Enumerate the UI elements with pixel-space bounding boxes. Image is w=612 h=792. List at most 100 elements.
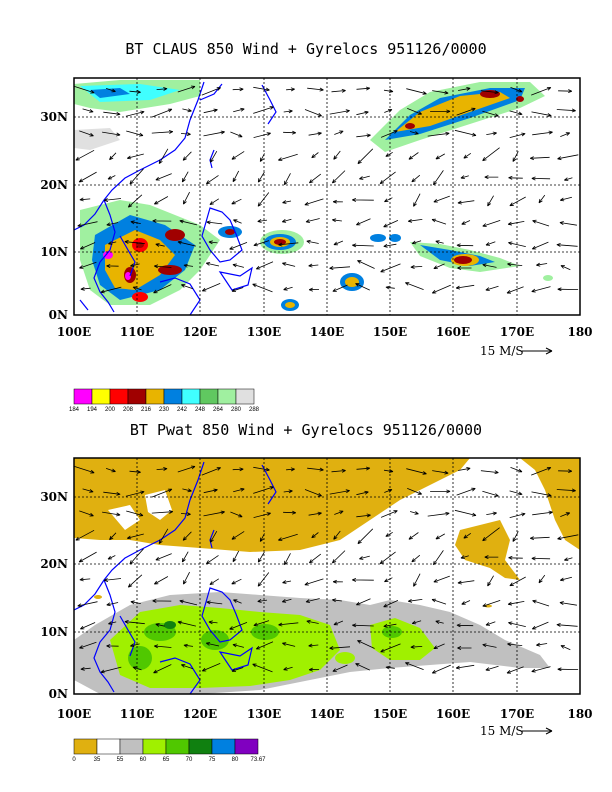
wind-arrow [331,88,346,93]
wind-arrow [79,130,94,137]
wind-arrow [127,574,143,588]
wind-arrow [480,90,499,95]
wind-arrow [203,130,225,137]
wind-arrow [155,243,165,247]
wind-arrow [482,600,501,607]
wind-arrow [485,665,499,671]
wind-arrow [304,109,322,117]
wind-arrow [74,86,95,94]
wind-arrow [531,621,549,630]
colorbar-swatch [217,388,237,405]
wind-arrow [556,243,578,247]
wind-arrow [107,175,116,180]
panel2-gridlines [74,458,580,694]
colorbar-swatch [109,388,129,405]
wind-arrow [355,283,370,291]
wind-arrow [253,486,274,494]
colorbar-swatch [163,388,183,405]
p1-xtick: 100E [57,325,91,339]
wind-arrow [333,620,344,626]
wind-arrow [103,111,121,116]
wind-arrow [485,241,496,246]
wind-arrow [152,219,172,223]
wind-arrow [180,132,191,136]
colorbar-label: 65 [163,757,170,763]
wind-arrow [233,487,245,493]
wind-arrow [181,551,189,563]
wind-arrow [332,664,348,672]
wind-arrow [308,287,320,292]
wind-arrow [130,220,141,225]
wind-arrow [411,174,421,183]
wind-arrow [229,242,248,250]
p1-xtick: 150E [373,325,407,339]
panel1-frame [73,77,581,316]
wind-arrow [531,286,551,293]
wind-arrow [203,510,225,517]
colorbar-swatch [211,738,236,755]
wind-arrow [461,220,471,225]
wind-arrow [482,490,499,497]
wind-arrow [431,664,451,674]
wind-arrow [206,600,223,605]
wind-arrow [231,667,244,672]
colorbar-label: 208 [123,407,134,413]
wind-arrow [484,555,499,559]
colorbar-label: 80 [232,757,239,763]
wind-arrow [126,510,144,517]
wind-arrow [132,286,142,291]
wind-arrow [564,177,573,181]
wind-arrow [107,555,116,560]
wind-arrow [456,623,474,628]
wind-arrow [329,266,351,270]
wind-arrow [487,195,494,207]
wind-arrow [332,598,342,603]
wind-arrow [332,579,343,584]
wind-arrow [210,151,218,163]
wind-arrow [356,490,369,496]
wind-arrow [201,87,221,96]
wind-arrow [129,548,144,565]
wind-arrow [532,510,553,516]
wind-arrow [333,240,344,246]
panel2-axis-labels: 100E 110E 120E 130E 140E 150E 160E 170E … [40,490,592,721]
wind-arrow [252,283,273,293]
wind-arrow [331,550,346,564]
p2-xtick: 160E [436,707,470,721]
colorbar-swatch [145,388,165,405]
colorbar-label: 264 [213,407,224,413]
wind-arrow [253,240,270,247]
colorbar-swatch [119,738,144,755]
wind-arrow [332,284,348,292]
wind-arrow [282,200,292,204]
wind-arrow [407,108,422,115]
wind-arrow [410,265,423,269]
p1-ytick: 20N [40,178,68,192]
wind-arrow [463,152,472,159]
wind-arrow [556,108,576,113]
wind-arrow [253,512,271,518]
wind-arrow [182,151,192,161]
wind-arrow [408,152,419,160]
wind-arrow [458,87,471,91]
p2-xtick: 100E [57,707,91,721]
wind-arrow [257,219,268,223]
wind-arrow [411,554,421,563]
colorbar-label: 248 [195,407,206,413]
wind-arrow [411,240,422,245]
wind-arrow [79,510,94,517]
colorbar-label: 73.67 [250,757,266,763]
wind-arrow [356,133,371,138]
wind-arrow [405,662,424,670]
wind-arrow [231,287,244,292]
wind-arrow [181,171,189,183]
wind-arrow [431,218,447,225]
wind-arrow [431,598,447,605]
wind-arrow [284,173,291,186]
wind-arrow [356,110,369,116]
wind-arrow [74,466,95,474]
wind-arrow [281,218,292,223]
wind-arrow [482,147,500,162]
wind-arrow [308,511,322,516]
